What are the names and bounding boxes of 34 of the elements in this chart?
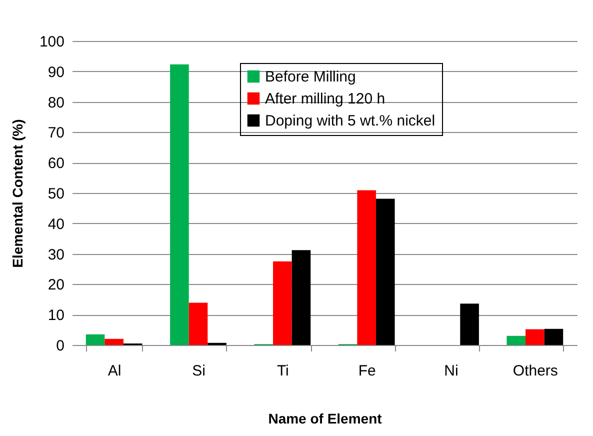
bar (506, 336, 526, 345)
y-tick-label: 20 (48, 276, 64, 294)
bar (104, 338, 124, 345)
y-axis-title: Elemental Content (%) (9, 119, 26, 268)
bar (357, 190, 376, 345)
bar (188, 302, 208, 345)
bar (86, 334, 105, 345)
x-tick-label: Al (108, 362, 122, 380)
legend-label: After milling 120 h (265, 90, 386, 108)
y-tick-label: 100 (39, 34, 64, 50)
y-tick-label: 60 (48, 155, 64, 172)
bar (273, 261, 292, 345)
x-tick-label: Si (192, 362, 206, 380)
legend-label: Before Milling (265, 68, 356, 86)
y-tick-label: 80 (48, 94, 64, 112)
bar (376, 198, 395, 345)
x-axis-title: Name of Element (268, 410, 382, 426)
bar (526, 329, 544, 345)
y-tick-label: 50 (48, 186, 64, 202)
y-tick-label: 10 (48, 307, 64, 324)
bar (292, 250, 311, 345)
x-tick-label: Fe (358, 362, 376, 380)
legend-label: Doping with 5 wt.% nickel (265, 112, 436, 130)
y-tick-label: 0 (56, 338, 64, 354)
bar (460, 304, 479, 345)
y-tick-label: 40 (48, 216, 64, 233)
y-tick-label: 30 (48, 246, 64, 264)
x-tick-label: Others (512, 362, 558, 380)
x-tick-label: Ti (276, 362, 289, 380)
y-tick-label: 70 (48, 124, 64, 142)
x-tick-label: Ni (444, 362, 458, 380)
bar (544, 328, 564, 345)
y-tick-label: 90 (48, 64, 64, 81)
bar (170, 64, 189, 345)
